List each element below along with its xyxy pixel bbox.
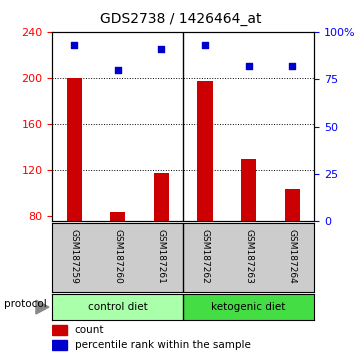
- Bar: [110, 212, 125, 221]
- Text: GSM187263: GSM187263: [244, 229, 253, 284]
- Text: GSM187260: GSM187260: [113, 229, 122, 284]
- Text: GDS2738 / 1426464_at: GDS2738 / 1426464_at: [100, 12, 261, 27]
- Text: GSM187264: GSM187264: [288, 229, 297, 283]
- Bar: [52, 340, 67, 350]
- Text: GSM187262: GSM187262: [200, 229, 209, 283]
- Point: [71, 42, 77, 48]
- Text: control diet: control diet: [88, 302, 148, 312]
- Text: GSM187261: GSM187261: [157, 229, 166, 284]
- Bar: [66, 78, 82, 221]
- Text: count: count: [75, 325, 104, 335]
- Text: ketogenic diet: ketogenic diet: [212, 302, 286, 312]
- Point: [246, 63, 252, 69]
- Point: [290, 63, 295, 69]
- Text: GSM187259: GSM187259: [70, 229, 79, 284]
- Polygon shape: [36, 300, 49, 314]
- Bar: [52, 294, 183, 320]
- Bar: [52, 325, 67, 335]
- Bar: [183, 294, 314, 320]
- Bar: [197, 81, 213, 221]
- Point: [202, 42, 208, 48]
- Bar: [241, 159, 256, 221]
- Bar: [154, 173, 169, 221]
- Point: [115, 67, 121, 73]
- Bar: [284, 189, 300, 221]
- Text: protocol: protocol: [4, 298, 46, 309]
- Point: [158, 46, 164, 52]
- Text: percentile rank within the sample: percentile rank within the sample: [75, 340, 251, 350]
